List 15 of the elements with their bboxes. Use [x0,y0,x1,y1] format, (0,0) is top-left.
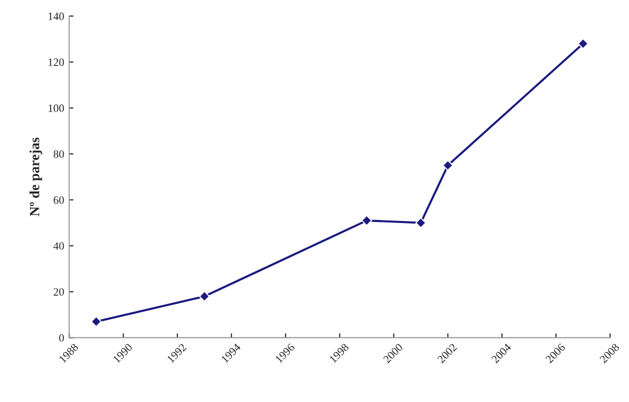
point [442,160,454,171]
point [361,215,372,226]
y-tick-label: 20 [54,288,64,296]
point [578,38,589,50]
point [90,316,102,328]
y-tick-label: 140 [48,12,64,20]
y-tick-label: 100 [48,104,64,112]
y-axis-title: Nº de parejas [30,138,42,216]
y-tick-label: 120 [48,58,64,66]
point [198,290,210,302]
y-tick-label: 40 [53,242,64,250]
y-tick-label: 0 [59,334,64,342]
y-tick-label: 60 [54,196,64,204]
y-tick-label: 80 [54,150,64,158]
point [415,217,426,228]
